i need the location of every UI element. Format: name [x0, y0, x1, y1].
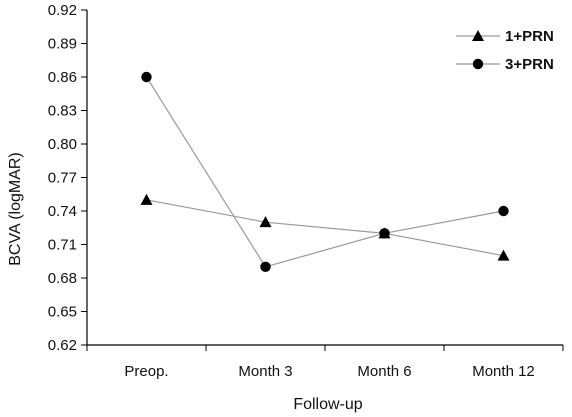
series-layer [140, 71, 510, 273]
y-tick-label: 0.71 [48, 237, 77, 254]
triangle-marker [259, 216, 272, 228]
triangle-marker [140, 193, 153, 205]
y-axis-title: BCVA (logMAR) [7, 152, 24, 266]
series-3-prn [141, 71, 509, 273]
series-line [145, 76, 504, 268]
x-tick-label: Month 12 [472, 363, 535, 380]
legend-item: 1+PRN [456, 28, 554, 45]
legend-label: 1+PRN [505, 28, 554, 45]
y-tick-label: 0.92 [48, 2, 77, 19]
series-line [146, 199, 504, 257]
legend-item: 3+PRN [456, 56, 554, 73]
y-tick-label: 0.89 [48, 36, 77, 53]
triangle-marker [497, 249, 510, 261]
legend-label: 3+PRN [505, 56, 554, 73]
y-tick-label: 0.62 [48, 337, 77, 354]
legend: 1+PRN 3+PRN [456, 28, 554, 73]
legend-triangle-marker [472, 30, 484, 41]
circle-marker [260, 261, 271, 273]
circle-marker [498, 205, 509, 217]
y-tick-label: 0.80 [48, 136, 77, 153]
circle-marker [141, 71, 152, 83]
circle-marker [379, 228, 390, 239]
y-tick-label: 0.65 [48, 304, 77, 321]
y-tick-label: 0.77 [48, 170, 77, 187]
y-tick-label: 0.74 [48, 203, 77, 220]
axes [86, 10, 563, 346]
x-tick-label: Month 6 [357, 363, 411, 380]
y-axis-ticks: 0.62 0.65 0.68 0.71 0.74 0.77 0.80 0.83 0.86 0.89… [48, 2, 87, 354]
y-tick-label: 0.68 [48, 270, 77, 287]
y-tick-label: 0.83 [48, 103, 77, 120]
y-tick-label: 0.86 [48, 69, 77, 86]
x-axis-ticks: Preop. Month 3 Month 6 Month 12 [86, 345, 564, 380]
x-tick-label: Month 3 [238, 363, 292, 380]
x-tick-label: Preop. [124, 363, 168, 380]
legend-circle-marker [472, 58, 484, 70]
x-axis-title: Follow-up [293, 396, 362, 413]
